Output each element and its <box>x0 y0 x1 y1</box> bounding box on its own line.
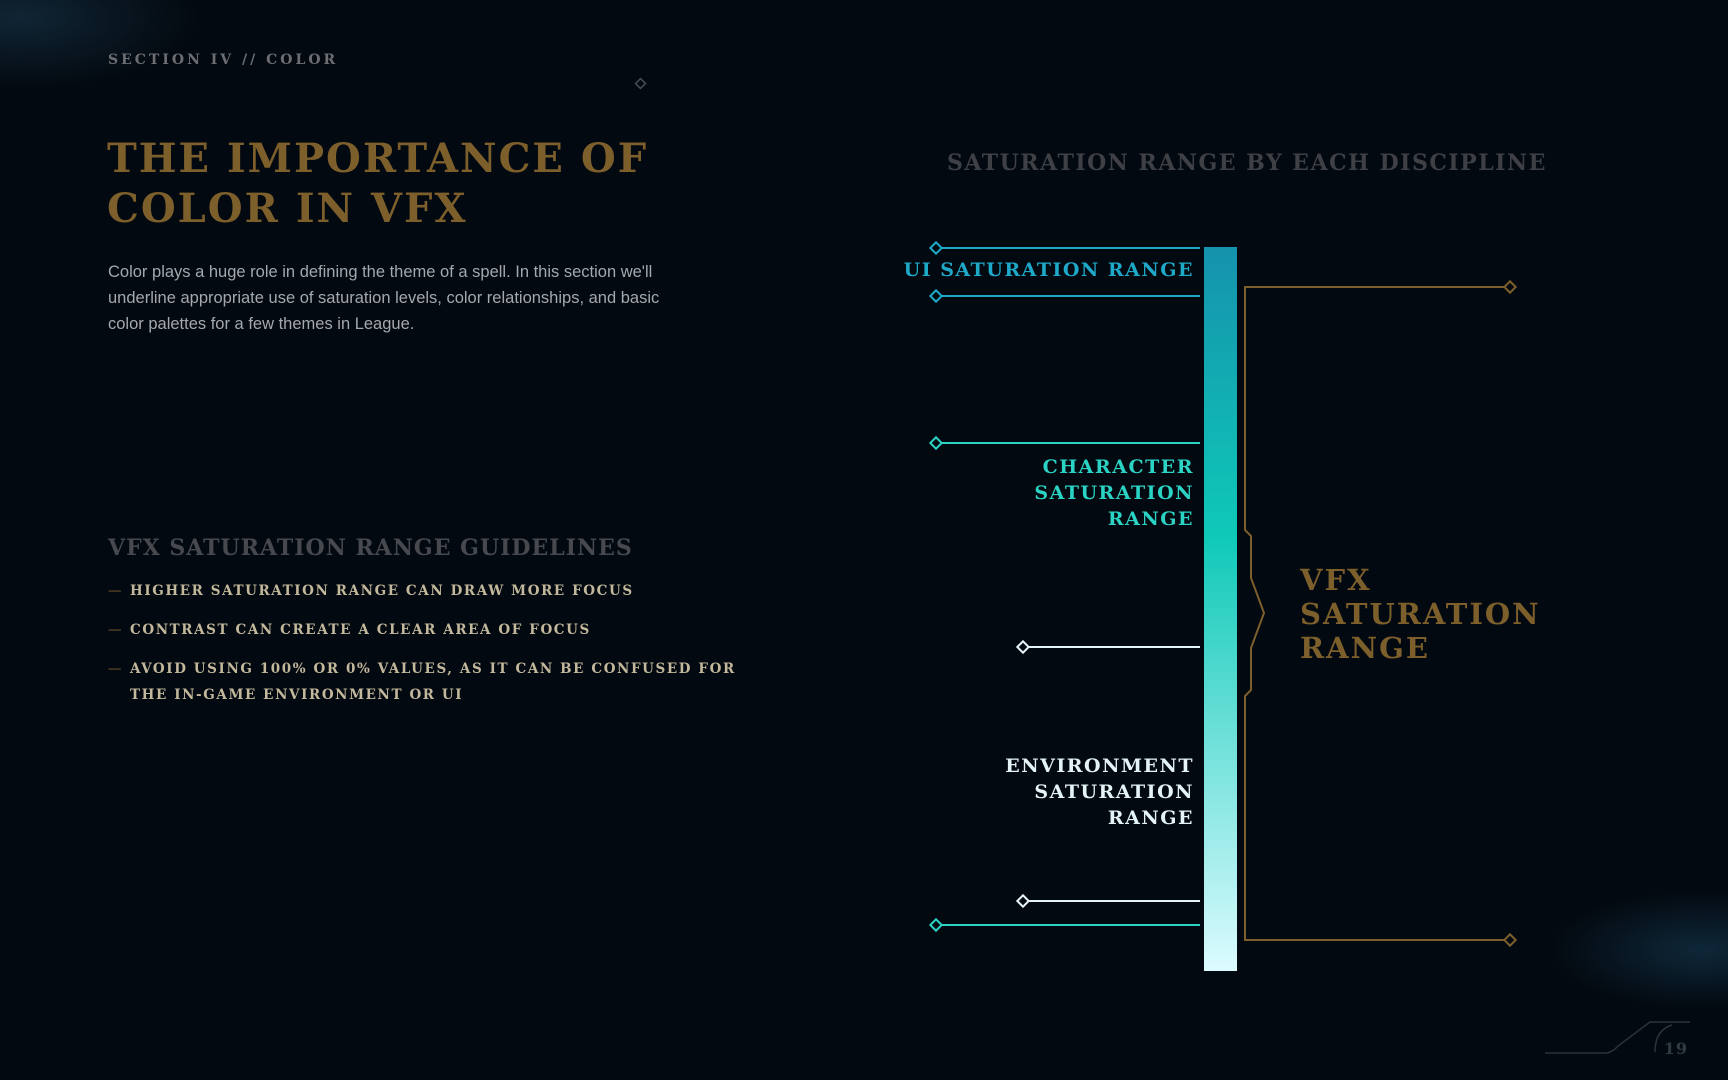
intro-paragraph: Color plays a huge role in defining the … <box>108 263 660 333</box>
page-title-line-1: THE IMPORTANCE OF <box>107 135 649 182</box>
environment-saturation-label: ENVIRONMENT SATURATION RANGE <box>960 753 1194 831</box>
saturation-gradient-bar <box>1204 247 1237 971</box>
diamond-marker <box>1502 932 1518 948</box>
label-line: ENVIRONMENT <box>1005 755 1194 777</box>
label-line: VFX <box>1300 563 1372 597</box>
page-number: 19 <box>1663 1039 1688 1058</box>
guideline-text: CONTRAST CAN CREATE A CLEAR AREA OF FOCU… <box>130 622 591 638</box>
diamond-marker <box>928 240 944 256</box>
diamond-marker <box>928 288 944 304</box>
guidelines-heading: VFX SATURATION RANGE GUIDELINES <box>108 535 633 561</box>
dash-bullet: — <box>108 583 124 599</box>
character-saturation-label: CHARACTER SATURATION RANGE <box>960 454 1194 532</box>
diamond-marker <box>928 917 944 933</box>
label-line: RANGE <box>1107 807 1194 829</box>
section-label: SECTION IV // COLOR <box>108 52 339 68</box>
dash-bullet: — <box>108 622 124 638</box>
diamond-marker <box>1015 639 1031 655</box>
ui-saturation-label: UI SATURATION RANGE <box>903 259 1194 281</box>
label-line: CHARACTER <box>1042 456 1194 478</box>
guideline-text: HIGHER SATURATION RANGE CAN DRAW MORE FO… <box>130 583 634 599</box>
vfx-saturation-label: VFX SATURATION RANGE <box>1300 563 1550 665</box>
label-line: RANGE <box>1107 508 1194 530</box>
guideline-item: — AVOID USING 100% OR 0% VALUES, AS IT C… <box>108 656 748 708</box>
dash-bullet: — <box>108 661 124 677</box>
guideline-item: — HIGHER SATURATION RANGE CAN DRAW MORE … <box>108 578 748 604</box>
page-title-line-2: COLOR IN VFX <box>107 185 468 232</box>
diamond-marker <box>928 435 944 451</box>
background-glow-bottom-right <box>1548 890 1728 1010</box>
guideline-item: — CONTRAST CAN CREATE A CLEAR AREA OF FO… <box>108 617 748 643</box>
guideline-text: AVOID USING 100% OR 0% VALUES, AS IT CAN… <box>130 661 736 703</box>
label-line: SATURATION <box>1034 781 1194 803</box>
background-glow-top-left <box>0 0 200 90</box>
header-divider <box>0 77 647 90</box>
page-title: THE IMPORTANCE OF COLOR IN VFX <box>107 134 727 234</box>
diamond-marker <box>1015 893 1031 909</box>
diamond-marker <box>1502 279 1518 295</box>
label-line: SATURATION <box>1034 482 1194 504</box>
diagram-title: SATURATION RANGE BY EACH DISCIPLINE <box>947 150 1547 176</box>
label-line: RANGE <box>1300 631 1430 665</box>
guidelines-list: — HIGHER SATURATION RANGE CAN DRAW MORE … <box>108 578 748 721</box>
label-line: SATURATION <box>1300 597 1541 631</box>
